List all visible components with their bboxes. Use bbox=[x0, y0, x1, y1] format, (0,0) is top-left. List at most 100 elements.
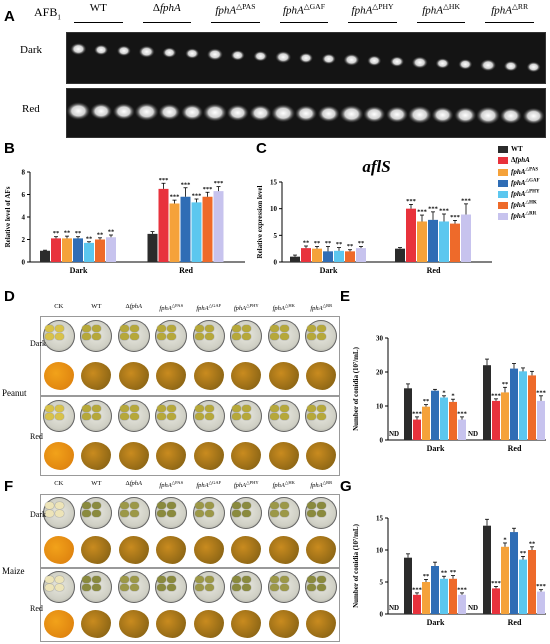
bar bbox=[106, 237, 116, 262]
bar bbox=[345, 251, 355, 262]
y-tick-label: 4 bbox=[22, 214, 26, 222]
bar bbox=[449, 402, 457, 440]
y-tick-label: 5 bbox=[274, 232, 278, 240]
plate-column-label: WT bbox=[78, 303, 116, 310]
gel-spot bbox=[299, 53, 313, 64]
significance-label: *** bbox=[461, 197, 471, 204]
significance-label: *** bbox=[536, 583, 546, 590]
gel-spot bbox=[476, 107, 500, 125]
gel-row-red: Red bbox=[22, 103, 40, 115]
plate-header-maize: CKWTΔfphAfphA△PASfphA△GAFfphA△PHYfphA△HK… bbox=[40, 480, 340, 494]
y-tick-label: 10 bbox=[270, 205, 278, 213]
bar bbox=[458, 420, 466, 440]
gel-spot bbox=[249, 105, 271, 122]
plate-column-label: CK bbox=[40, 303, 78, 310]
gel-row-dark: Dark bbox=[20, 44, 42, 56]
bar bbox=[84, 243, 94, 262]
significance-label: *** bbox=[491, 580, 501, 587]
plate-row-frame bbox=[40, 396, 340, 476]
plate-column-label: fphA△HK bbox=[265, 480, 303, 489]
significance-label: *** bbox=[214, 180, 224, 187]
gel-spot bbox=[322, 54, 336, 65]
bar bbox=[431, 391, 439, 440]
maize-row-red: Red bbox=[30, 604, 43, 613]
bar bbox=[422, 582, 430, 614]
bar bbox=[51, 238, 61, 262]
bar bbox=[449, 579, 457, 614]
significance-label: ** bbox=[502, 381, 509, 388]
bar bbox=[159, 189, 169, 262]
maize-label: Maize bbox=[2, 566, 25, 576]
legend-swatch bbox=[498, 146, 508, 153]
plate-column-label: ΔfphA bbox=[115, 303, 153, 310]
legend-swatch bbox=[498, 157, 508, 164]
legend-swatch bbox=[498, 213, 508, 220]
bar bbox=[510, 369, 518, 440]
bar bbox=[458, 595, 466, 614]
peanut-row-dark: Dark bbox=[30, 339, 46, 348]
x-category-label: Red bbox=[179, 266, 193, 275]
significance-label: ** bbox=[347, 243, 354, 250]
bar bbox=[356, 248, 366, 262]
plate-column-label: fphA△RR bbox=[303, 303, 341, 312]
y-tick-label: 10 bbox=[376, 403, 384, 411]
gel-strain-label: fphA△PHY bbox=[338, 2, 407, 17]
legend-swatch bbox=[498, 191, 508, 198]
bar bbox=[301, 248, 311, 262]
significance-label: *** bbox=[417, 209, 427, 216]
bar bbox=[203, 197, 213, 262]
significance-label: ** bbox=[423, 573, 430, 580]
significance-label: *** bbox=[412, 586, 422, 593]
significance-label: *** bbox=[457, 410, 467, 417]
significance-label: * bbox=[442, 389, 445, 396]
gel-strain-label: WT bbox=[64, 2, 133, 14]
gel-red-lane bbox=[66, 88, 546, 138]
bar bbox=[192, 202, 202, 262]
bar bbox=[501, 547, 509, 614]
bar bbox=[492, 401, 500, 440]
bar bbox=[73, 238, 83, 262]
gel-spot bbox=[113, 103, 135, 120]
legend-label: fphA△PHY bbox=[511, 190, 540, 198]
gel-dark-lane bbox=[66, 32, 546, 84]
gel-spot bbox=[295, 105, 317, 122]
bar bbox=[417, 221, 427, 262]
gel-spot bbox=[523, 108, 545, 125]
bar bbox=[440, 398, 448, 441]
bar bbox=[214, 191, 224, 262]
gel-spot bbox=[207, 48, 223, 60]
legend-entry: WT bbox=[498, 145, 523, 155]
significance-label: *** bbox=[439, 208, 449, 215]
gel-strain-underline bbox=[211, 22, 260, 23]
y-tick-label: 0 bbox=[380, 437, 384, 445]
bar bbox=[95, 240, 105, 263]
significance-label: ** bbox=[86, 235, 93, 242]
y-axis-label: Number of conidia (10⁷/mL) bbox=[352, 523, 360, 607]
y-tick-label: 5 bbox=[380, 579, 384, 587]
gel-spot bbox=[340, 105, 364, 123]
gel-spot bbox=[181, 104, 203, 121]
gel-strain-header: WTΔfphAfphA△PASfphA△GAFfphA△PHYfphA△HKfp… bbox=[64, 2, 544, 30]
significance-label: ** bbox=[75, 230, 82, 237]
plate-column-label: fphA△GAF bbox=[190, 303, 228, 312]
x-category-label: Dark bbox=[427, 444, 445, 453]
plate-column-label: fphA△GAF bbox=[190, 480, 228, 489]
gel-spot bbox=[135, 103, 159, 121]
significance-label: ** bbox=[441, 570, 448, 577]
maize-plate-grid bbox=[40, 494, 340, 642]
bar bbox=[483, 365, 491, 440]
bar bbox=[431, 566, 439, 614]
bar bbox=[290, 257, 300, 262]
y-axis-label: Relative expression level bbox=[256, 185, 264, 258]
y-tick-label: 8 bbox=[22, 169, 26, 177]
plate-column-label: fphA△PAS bbox=[153, 480, 191, 489]
gel-spot bbox=[253, 51, 267, 62]
gel-strain-label: fphA△HK bbox=[407, 2, 476, 17]
bar bbox=[519, 560, 527, 614]
nd-label: ND bbox=[389, 604, 399, 612]
gel-spot bbox=[90, 103, 112, 120]
significance-label: ** bbox=[108, 229, 115, 236]
gel-spot bbox=[67, 102, 90, 120]
bar bbox=[492, 588, 500, 614]
panel-letter-a: A bbox=[4, 8, 15, 25]
